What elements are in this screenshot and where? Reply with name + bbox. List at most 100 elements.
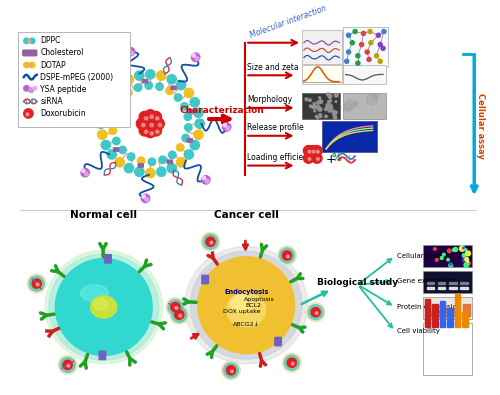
Ellipse shape bbox=[90, 296, 117, 318]
FancyBboxPatch shape bbox=[449, 282, 456, 284]
Circle shape bbox=[462, 254, 466, 257]
Circle shape bbox=[378, 43, 382, 47]
Circle shape bbox=[98, 108, 107, 117]
Circle shape bbox=[226, 366, 235, 375]
Text: DPPC: DPPC bbox=[40, 36, 61, 45]
Circle shape bbox=[124, 75, 134, 84]
Circle shape bbox=[324, 115, 327, 118]
Circle shape bbox=[223, 124, 226, 127]
Circle shape bbox=[109, 127, 116, 134]
FancyBboxPatch shape bbox=[187, 139, 192, 142]
Circle shape bbox=[194, 130, 203, 139]
Circle shape bbox=[174, 94, 182, 101]
Circle shape bbox=[96, 119, 106, 128]
FancyBboxPatch shape bbox=[426, 311, 432, 316]
Circle shape bbox=[448, 249, 451, 253]
Circle shape bbox=[153, 118, 164, 129]
Circle shape bbox=[29, 88, 34, 92]
Circle shape bbox=[33, 87, 37, 90]
Circle shape bbox=[278, 246, 296, 265]
Circle shape bbox=[308, 146, 318, 156]
FancyBboxPatch shape bbox=[440, 301, 446, 327]
Circle shape bbox=[310, 105, 312, 107]
Text: Cancer cell: Cancer cell bbox=[214, 210, 278, 220]
Circle shape bbox=[356, 54, 360, 58]
FancyBboxPatch shape bbox=[425, 299, 430, 327]
Text: DSPE-mPEG (2000): DSPE-mPEG (2000) bbox=[40, 73, 114, 82]
Circle shape bbox=[176, 144, 184, 151]
FancyBboxPatch shape bbox=[462, 312, 468, 327]
Circle shape bbox=[60, 357, 75, 372]
Circle shape bbox=[334, 116, 336, 119]
Circle shape bbox=[315, 312, 318, 314]
Text: %: % bbox=[332, 153, 342, 163]
Circle shape bbox=[324, 108, 328, 111]
Circle shape bbox=[56, 259, 152, 356]
Circle shape bbox=[344, 59, 349, 63]
Circle shape bbox=[284, 355, 300, 370]
FancyBboxPatch shape bbox=[188, 109, 194, 113]
Circle shape bbox=[305, 98, 308, 101]
Circle shape bbox=[436, 258, 438, 261]
Circle shape bbox=[156, 83, 163, 90]
Circle shape bbox=[158, 123, 162, 127]
Circle shape bbox=[190, 98, 200, 107]
FancyBboxPatch shape bbox=[105, 255, 112, 263]
Circle shape bbox=[330, 106, 332, 109]
Circle shape bbox=[353, 30, 357, 34]
Circle shape bbox=[319, 100, 322, 103]
Circle shape bbox=[368, 30, 372, 34]
Circle shape bbox=[134, 71, 144, 80]
Circle shape bbox=[150, 115, 154, 118]
FancyBboxPatch shape bbox=[460, 287, 468, 290]
Circle shape bbox=[201, 232, 220, 251]
FancyBboxPatch shape bbox=[99, 351, 105, 359]
Text: +: + bbox=[326, 154, 336, 166]
Circle shape bbox=[58, 356, 77, 374]
FancyBboxPatch shape bbox=[432, 304, 438, 327]
Circle shape bbox=[28, 274, 46, 293]
Circle shape bbox=[134, 84, 141, 91]
Text: Doxorubicin: Doxorubicin bbox=[40, 109, 86, 118]
Circle shape bbox=[115, 81, 124, 90]
Circle shape bbox=[28, 64, 30, 66]
Circle shape bbox=[142, 195, 146, 198]
Circle shape bbox=[119, 146, 126, 154]
FancyBboxPatch shape bbox=[447, 308, 453, 327]
Circle shape bbox=[126, 47, 134, 56]
FancyBboxPatch shape bbox=[23, 50, 37, 56]
Circle shape bbox=[440, 256, 443, 260]
Circle shape bbox=[24, 62, 30, 68]
Text: Loading efficiency: Loading efficiency bbox=[247, 153, 316, 162]
Circle shape bbox=[108, 116, 116, 124]
Circle shape bbox=[464, 249, 467, 251]
Circle shape bbox=[373, 94, 378, 100]
Circle shape bbox=[150, 111, 162, 122]
Circle shape bbox=[287, 358, 296, 367]
Ellipse shape bbox=[190, 251, 302, 359]
Circle shape bbox=[312, 106, 314, 108]
Circle shape bbox=[176, 158, 186, 167]
Circle shape bbox=[376, 33, 380, 37]
Ellipse shape bbox=[45, 250, 162, 364]
Circle shape bbox=[206, 179, 209, 183]
Circle shape bbox=[136, 118, 147, 129]
Circle shape bbox=[139, 125, 150, 136]
Ellipse shape bbox=[49, 254, 158, 360]
FancyBboxPatch shape bbox=[422, 245, 472, 267]
Text: BCL2: BCL2 bbox=[246, 303, 262, 308]
Circle shape bbox=[350, 41, 354, 45]
Circle shape bbox=[314, 110, 316, 112]
Circle shape bbox=[365, 50, 369, 54]
Text: Cellular uptake: Cellular uptake bbox=[397, 253, 450, 259]
Circle shape bbox=[332, 110, 334, 113]
Circle shape bbox=[460, 246, 465, 251]
FancyBboxPatch shape bbox=[167, 160, 172, 164]
Circle shape bbox=[450, 263, 452, 265]
FancyBboxPatch shape bbox=[116, 93, 121, 96]
Circle shape bbox=[304, 146, 314, 156]
Circle shape bbox=[145, 198, 149, 201]
Circle shape bbox=[124, 164, 134, 173]
Circle shape bbox=[334, 111, 337, 114]
Circle shape bbox=[107, 88, 117, 98]
